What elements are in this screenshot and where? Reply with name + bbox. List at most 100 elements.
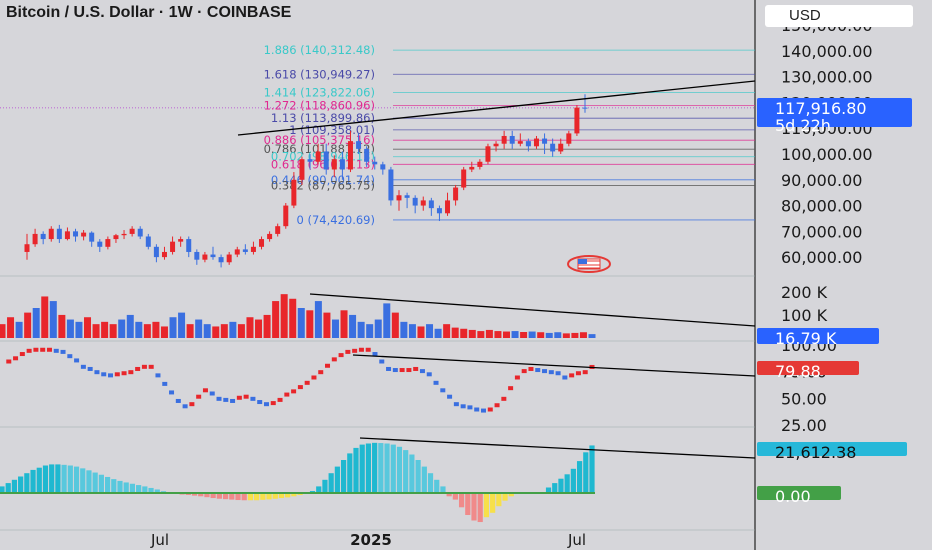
oscillator-bar xyxy=(55,464,61,493)
rsi-segment xyxy=(304,380,310,385)
oscillator-bar xyxy=(5,483,11,493)
last-price-tag-bg xyxy=(757,98,912,127)
volume-bar xyxy=(554,332,562,338)
volume-bar xyxy=(502,331,510,338)
candle-body xyxy=(550,143,556,152)
candle-body xyxy=(493,143,499,147)
volume-bar xyxy=(528,331,536,338)
volume-bar xyxy=(246,317,254,338)
rsi-segment xyxy=(338,353,344,358)
candle-body xyxy=(40,233,46,240)
rsi-segment xyxy=(392,368,398,373)
candle-body xyxy=(380,164,386,170)
volume-bar xyxy=(323,312,331,338)
oscillator-bar xyxy=(266,493,272,500)
rsi-segment xyxy=(521,369,527,374)
volume-bar xyxy=(24,312,32,338)
candle-body xyxy=(517,141,523,144)
rsi-segment xyxy=(169,390,175,395)
rsi-segment xyxy=(19,352,25,357)
currency-button[interactable]: USD xyxy=(765,5,913,27)
rsi-segment xyxy=(555,371,561,376)
candle-body xyxy=(558,143,564,152)
oscillator-bar xyxy=(42,465,49,493)
rsi-segment xyxy=(53,348,59,353)
oscillator-bar xyxy=(229,493,235,500)
fib-level-label: 1.886 (140,312.48) xyxy=(264,43,375,57)
rsi-segment xyxy=(501,396,507,401)
rsi-segment xyxy=(74,358,80,363)
volume-bar xyxy=(143,324,151,338)
oscillator-bar xyxy=(496,493,502,507)
rsi-segment xyxy=(40,347,46,352)
volume-bar xyxy=(545,332,553,338)
volume-bar xyxy=(477,331,485,338)
price-tick-label: 100,000.00 xyxy=(781,145,873,164)
trend-line[interactable] xyxy=(237,80,756,136)
oscillator-bar xyxy=(384,443,390,493)
rsi-segment xyxy=(196,394,202,399)
oscillator-bar xyxy=(80,468,86,493)
fib-level-label: 0 (74,420.69) xyxy=(297,213,375,227)
rsi-segment xyxy=(352,348,358,353)
oscillator-bar xyxy=(434,479,440,493)
volume-bar xyxy=(468,329,476,338)
oscillator-bar xyxy=(334,466,340,493)
oscillator-bar xyxy=(148,487,154,493)
oscillator-last-tag-bg xyxy=(757,442,907,456)
candle-body xyxy=(533,138,539,147)
oscillator-bar xyxy=(30,469,36,493)
rsi-segment xyxy=(175,398,181,403)
volume-bar xyxy=(349,314,357,338)
candle-body xyxy=(412,197,418,206)
oscillator-bar xyxy=(210,493,216,499)
oscillator-bar xyxy=(452,493,458,500)
oscillator-zero-tag-text: 0.00 xyxy=(775,487,811,506)
rsi-segment xyxy=(87,366,93,371)
trend-lines[interactable] xyxy=(237,80,756,459)
volume-bar xyxy=(49,301,57,338)
fib-level-label: 0.446 (90,001.74) xyxy=(271,173,375,187)
candle-body xyxy=(186,239,192,252)
oscillator-bar xyxy=(67,465,73,493)
price-tick-label: 70,000.00 xyxy=(781,222,862,241)
volume-bar xyxy=(443,324,451,338)
volume-bar xyxy=(41,296,49,338)
trend-line[interactable] xyxy=(359,437,756,459)
volume-bar xyxy=(306,310,314,338)
candle-body xyxy=(275,226,281,234)
candle-body xyxy=(129,228,135,234)
candle-body xyxy=(509,135,515,144)
candle-body xyxy=(113,235,119,240)
candle-body xyxy=(291,179,297,206)
fib-level-label: 1.618 (130,949.27) xyxy=(264,67,375,81)
rsi-segment xyxy=(46,347,52,352)
volume-bar xyxy=(75,321,83,338)
trend-line[interactable] xyxy=(309,293,756,327)
oscillator-bar xyxy=(390,444,396,493)
rsi-segment xyxy=(33,347,39,352)
oscillator-bar xyxy=(322,479,328,493)
oscillator-bar xyxy=(409,454,415,493)
trend-line[interactable] xyxy=(352,354,756,377)
rsi-segment xyxy=(399,368,405,373)
rsi-segment xyxy=(202,388,208,393)
oscillator-bar xyxy=(86,470,92,493)
candle-body xyxy=(218,257,224,263)
candle-body xyxy=(445,200,451,214)
oscillator-bar xyxy=(18,476,24,493)
rsi-segment xyxy=(284,392,290,397)
rsi-segment xyxy=(372,352,378,357)
volume-bar xyxy=(195,319,203,338)
oscillator-bar xyxy=(142,486,148,493)
price-tick-label: 140,000.00 xyxy=(781,42,873,61)
volume-bar xyxy=(314,301,322,338)
oscillator-bar xyxy=(483,493,490,518)
rsi-segment xyxy=(562,375,568,380)
us-flag-icon[interactable] xyxy=(567,255,611,273)
rsi-series xyxy=(6,347,595,413)
candle-body xyxy=(194,251,200,260)
oscillator-bar xyxy=(576,461,583,493)
rsi-segment xyxy=(413,366,419,371)
